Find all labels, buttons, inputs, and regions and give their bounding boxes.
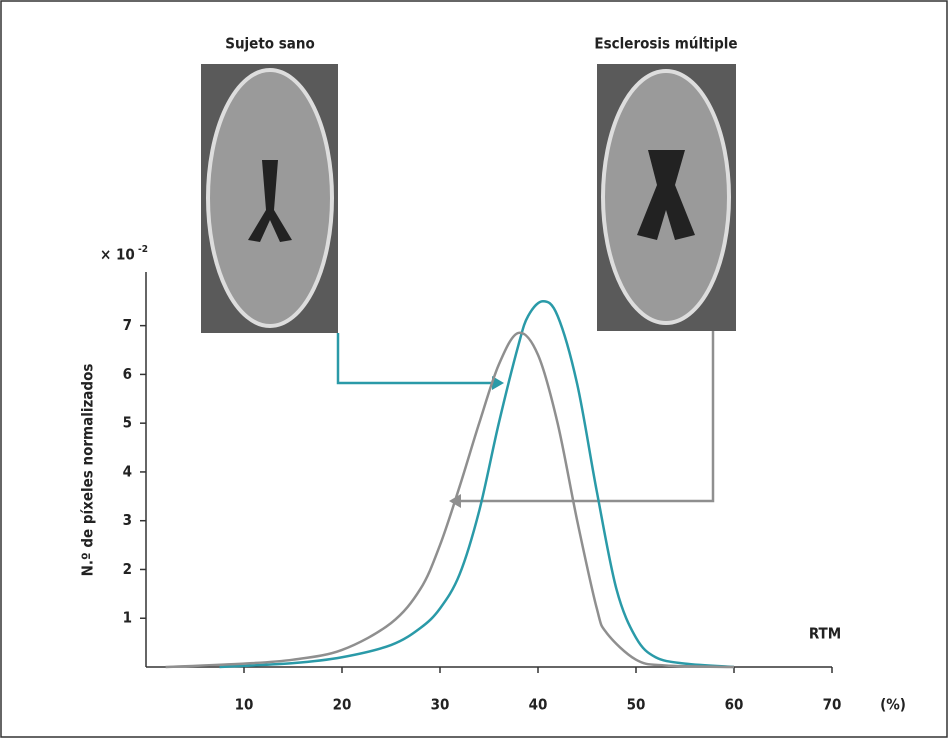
y-multiplier-exponent: -2 <box>138 244 148 255</box>
y-tick-label: 1 <box>123 609 132 627</box>
x-unit: (%) <box>880 696 906 714</box>
x-tick-label: 20 <box>333 696 352 714</box>
image-title: Sujeto sano <box>225 35 315 53</box>
brain-image <box>201 64 338 333</box>
y-tick-label: 3 <box>123 511 132 529</box>
y-tick-label: 4 <box>123 462 132 480</box>
frame <box>1 1 947 737</box>
x-tick-label: 10 <box>235 696 254 714</box>
y-tick-label: 5 <box>123 414 132 432</box>
x-tick-label: 70 <box>823 696 842 714</box>
y-tick-label: 7 <box>123 316 132 334</box>
y-axis-label: N.º de píxeles normalizados <box>79 364 97 577</box>
y-multiplier: × 10 <box>100 246 135 264</box>
image-title: Esclerosis múltiple <box>594 35 737 53</box>
y-tick-label: 6 <box>123 365 132 383</box>
x-tick-label: 40 <box>529 696 548 714</box>
chart: Sujeto sano Esclerosis múltiple × 10 -2 … <box>0 0 948 738</box>
x-tick-label: 50 <box>627 696 646 714</box>
x-axis-label: RTM <box>809 625 841 643</box>
brain-image <box>597 64 736 331</box>
y-tick-label: 2 <box>123 560 132 578</box>
x-tick-label: 60 <box>725 696 744 714</box>
x-tick-label: 30 <box>431 696 450 714</box>
